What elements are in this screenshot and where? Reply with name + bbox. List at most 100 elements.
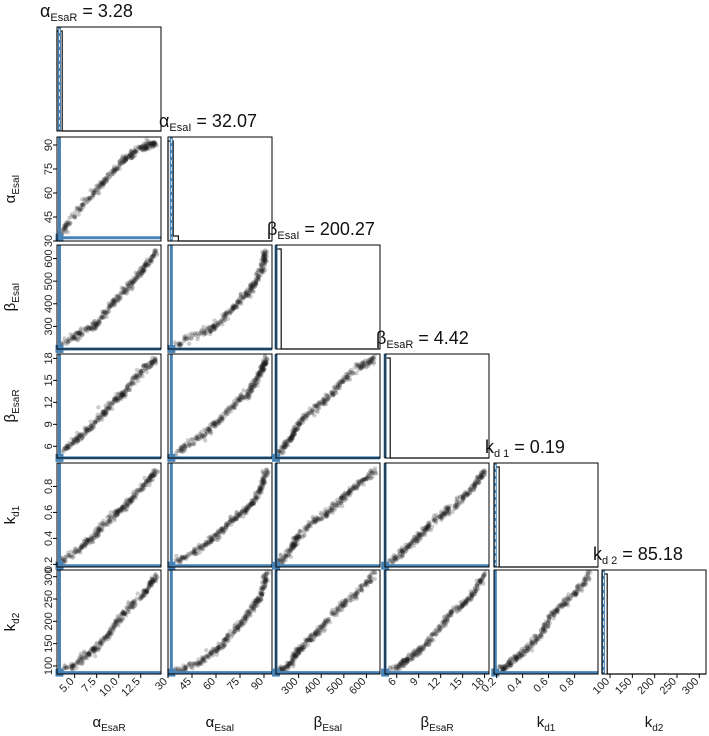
sample-point — [338, 495, 344, 501]
sample-point — [123, 287, 129, 293]
sample-point — [296, 647, 301, 653]
sample-point — [124, 291, 129, 296]
sample-point — [283, 439, 288, 445]
sample-point — [186, 553, 191, 558]
sample-point — [199, 327, 204, 333]
sample-point — [118, 395, 123, 401]
sample-point — [413, 536, 418, 542]
sample-point — [110, 299, 115, 305]
sample-point — [301, 417, 307, 423]
sample-point — [259, 363, 265, 369]
sample-point — [213, 646, 219, 651]
sample-point — [310, 638, 316, 643]
sample-point — [355, 364, 360, 369]
sample-point — [62, 225, 68, 230]
sample-point — [130, 495, 136, 500]
sample-point — [253, 280, 259, 286]
sample-point — [212, 327, 217, 332]
sample-point — [256, 599, 261, 604]
sample-point — [449, 609, 455, 614]
sample-point — [248, 287, 253, 292]
sample-point — [361, 362, 367, 368]
sample-point — [235, 626, 241, 631]
sample-point — [313, 630, 319, 636]
sample-point — [454, 609, 459, 615]
sample-point — [96, 647, 101, 652]
sample-point — [211, 647, 217, 652]
sample-point — [311, 408, 316, 413]
sample-point — [458, 495, 463, 500]
sample-point — [207, 653, 212, 658]
sample-point — [359, 587, 364, 592]
sample-point — [426, 523, 432, 528]
sample-point — [196, 546, 202, 551]
sample-point — [123, 153, 129, 158]
sample-point — [117, 391, 123, 396]
sample-point — [69, 661, 74, 667]
sample-point — [137, 146, 142, 152]
sample-point — [462, 494, 467, 500]
sample-point — [96, 405, 101, 410]
sample-point — [183, 444, 188, 450]
sample-point — [342, 493, 347, 499]
sample-point — [114, 167, 119, 172]
sample-point — [217, 417, 222, 423]
sample-point — [457, 607, 462, 612]
sample-point — [391, 556, 397, 562]
sample-point — [213, 648, 219, 654]
sample-point — [299, 416, 305, 422]
sample-point — [112, 300, 117, 305]
sample-point — [474, 476, 479, 481]
sample-point — [102, 411, 108, 417]
sample-point — [233, 400, 238, 406]
sample-point — [186, 663, 191, 668]
sample-point — [140, 591, 146, 597]
sample-point — [248, 605, 254, 610]
sample-point — [399, 548, 404, 554]
sample-point — [263, 578, 268, 583]
sample-point — [127, 284, 132, 289]
sample-point — [83, 544, 88, 549]
sample-point — [198, 329, 204, 334]
sample-point — [239, 509, 244, 515]
sample-point — [104, 314, 109, 320]
sample-point — [284, 664, 289, 669]
sample-point — [111, 300, 116, 305]
sample-point — [140, 148, 145, 153]
sample-point — [92, 419, 97, 425]
sample-point — [75, 337, 80, 342]
sample-point — [91, 645, 97, 651]
sample-point — [306, 411, 312, 416]
sample-point — [215, 320, 220, 325]
sample-point — [403, 548, 409, 554]
sample-point — [145, 262, 150, 267]
sample-point — [453, 506, 458, 511]
sample-point — [479, 475, 485, 480]
sample-point — [151, 253, 156, 258]
xlabel-kd1: kd1 — [537, 714, 556, 734]
sample-point — [353, 592, 358, 598]
sample-point — [149, 254, 155, 260]
sample-point — [149, 355, 155, 361]
sample-point — [252, 381, 257, 386]
sample-point — [328, 508, 333, 514]
sample-point — [191, 551, 197, 557]
sample-point — [150, 253, 156, 258]
sample-point — [102, 310, 108, 315]
sample-point — [292, 535, 297, 540]
sample-point — [93, 419, 98, 424]
sample-point — [212, 648, 217, 653]
sample-point — [124, 384, 130, 389]
sample-point — [147, 581, 152, 587]
sample-point — [179, 554, 185, 560]
sample-point — [102, 634, 107, 639]
sample-point — [288, 437, 294, 442]
sample-point — [293, 646, 298, 652]
sample-point — [115, 395, 120, 401]
sample-point — [280, 666, 286, 671]
sample-point — [330, 392, 336, 397]
sample-point — [290, 433, 295, 439]
sample-point — [346, 490, 351, 496]
sample-point — [239, 295, 244, 300]
